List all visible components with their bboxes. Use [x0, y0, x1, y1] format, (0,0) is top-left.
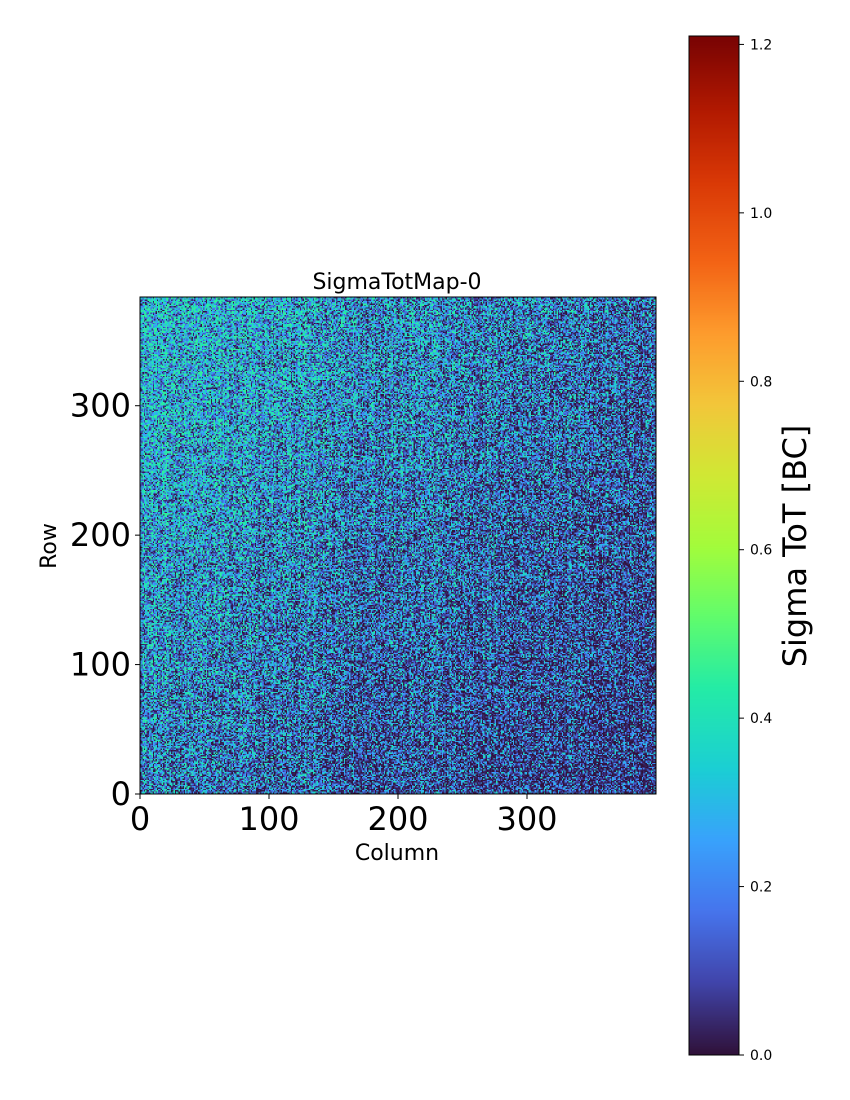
y-tick-label: 0 [111, 775, 131, 813]
colorbar-tick-label: 1.0 [750, 206, 772, 222]
axes-frame [139, 296, 657, 795]
x-tick-label: 300 [496, 800, 557, 838]
y-axis-ticks: 0 100 200 300 [70, 387, 140, 813]
colorbar-tick-label: 1.2 [750, 37, 772, 53]
colorbar-ticks: 0.0 0.2 0.4 0.6 0.8 1.0 1.2 [739, 37, 772, 1064]
heatmap-image [140, 297, 656, 794]
x-tick-label: 100 [238, 800, 299, 838]
x-tick-label: 200 [367, 800, 428, 838]
colorbar-frame [688, 35, 740, 1056]
chart-title: SigmaTotMap-0 [312, 270, 481, 295]
y-tick-label: 200 [70, 516, 131, 554]
colorbar-gradient [689, 36, 739, 1055]
colorbar-tick-label: 0.8 [750, 374, 772, 390]
x-axis-ticks: 0 100 200 300 [130, 794, 558, 838]
colorbar-tick-label: 0.6 [750, 543, 772, 559]
y-axis-label: Row [37, 523, 62, 569]
colorbar-tick-label: 0.0 [750, 1048, 772, 1064]
x-tick-label: 0 [130, 800, 150, 838]
y-tick-label: 100 [70, 646, 131, 684]
x-axis-label: Column [355, 841, 439, 866]
colorbar-label: Sigma ToT [BC] [776, 425, 814, 668]
colorbar-tick-label: 0.2 [750, 880, 772, 896]
colorbar-tick-label: 0.4 [750, 711, 772, 727]
y-tick-label: 300 [70, 387, 131, 425]
